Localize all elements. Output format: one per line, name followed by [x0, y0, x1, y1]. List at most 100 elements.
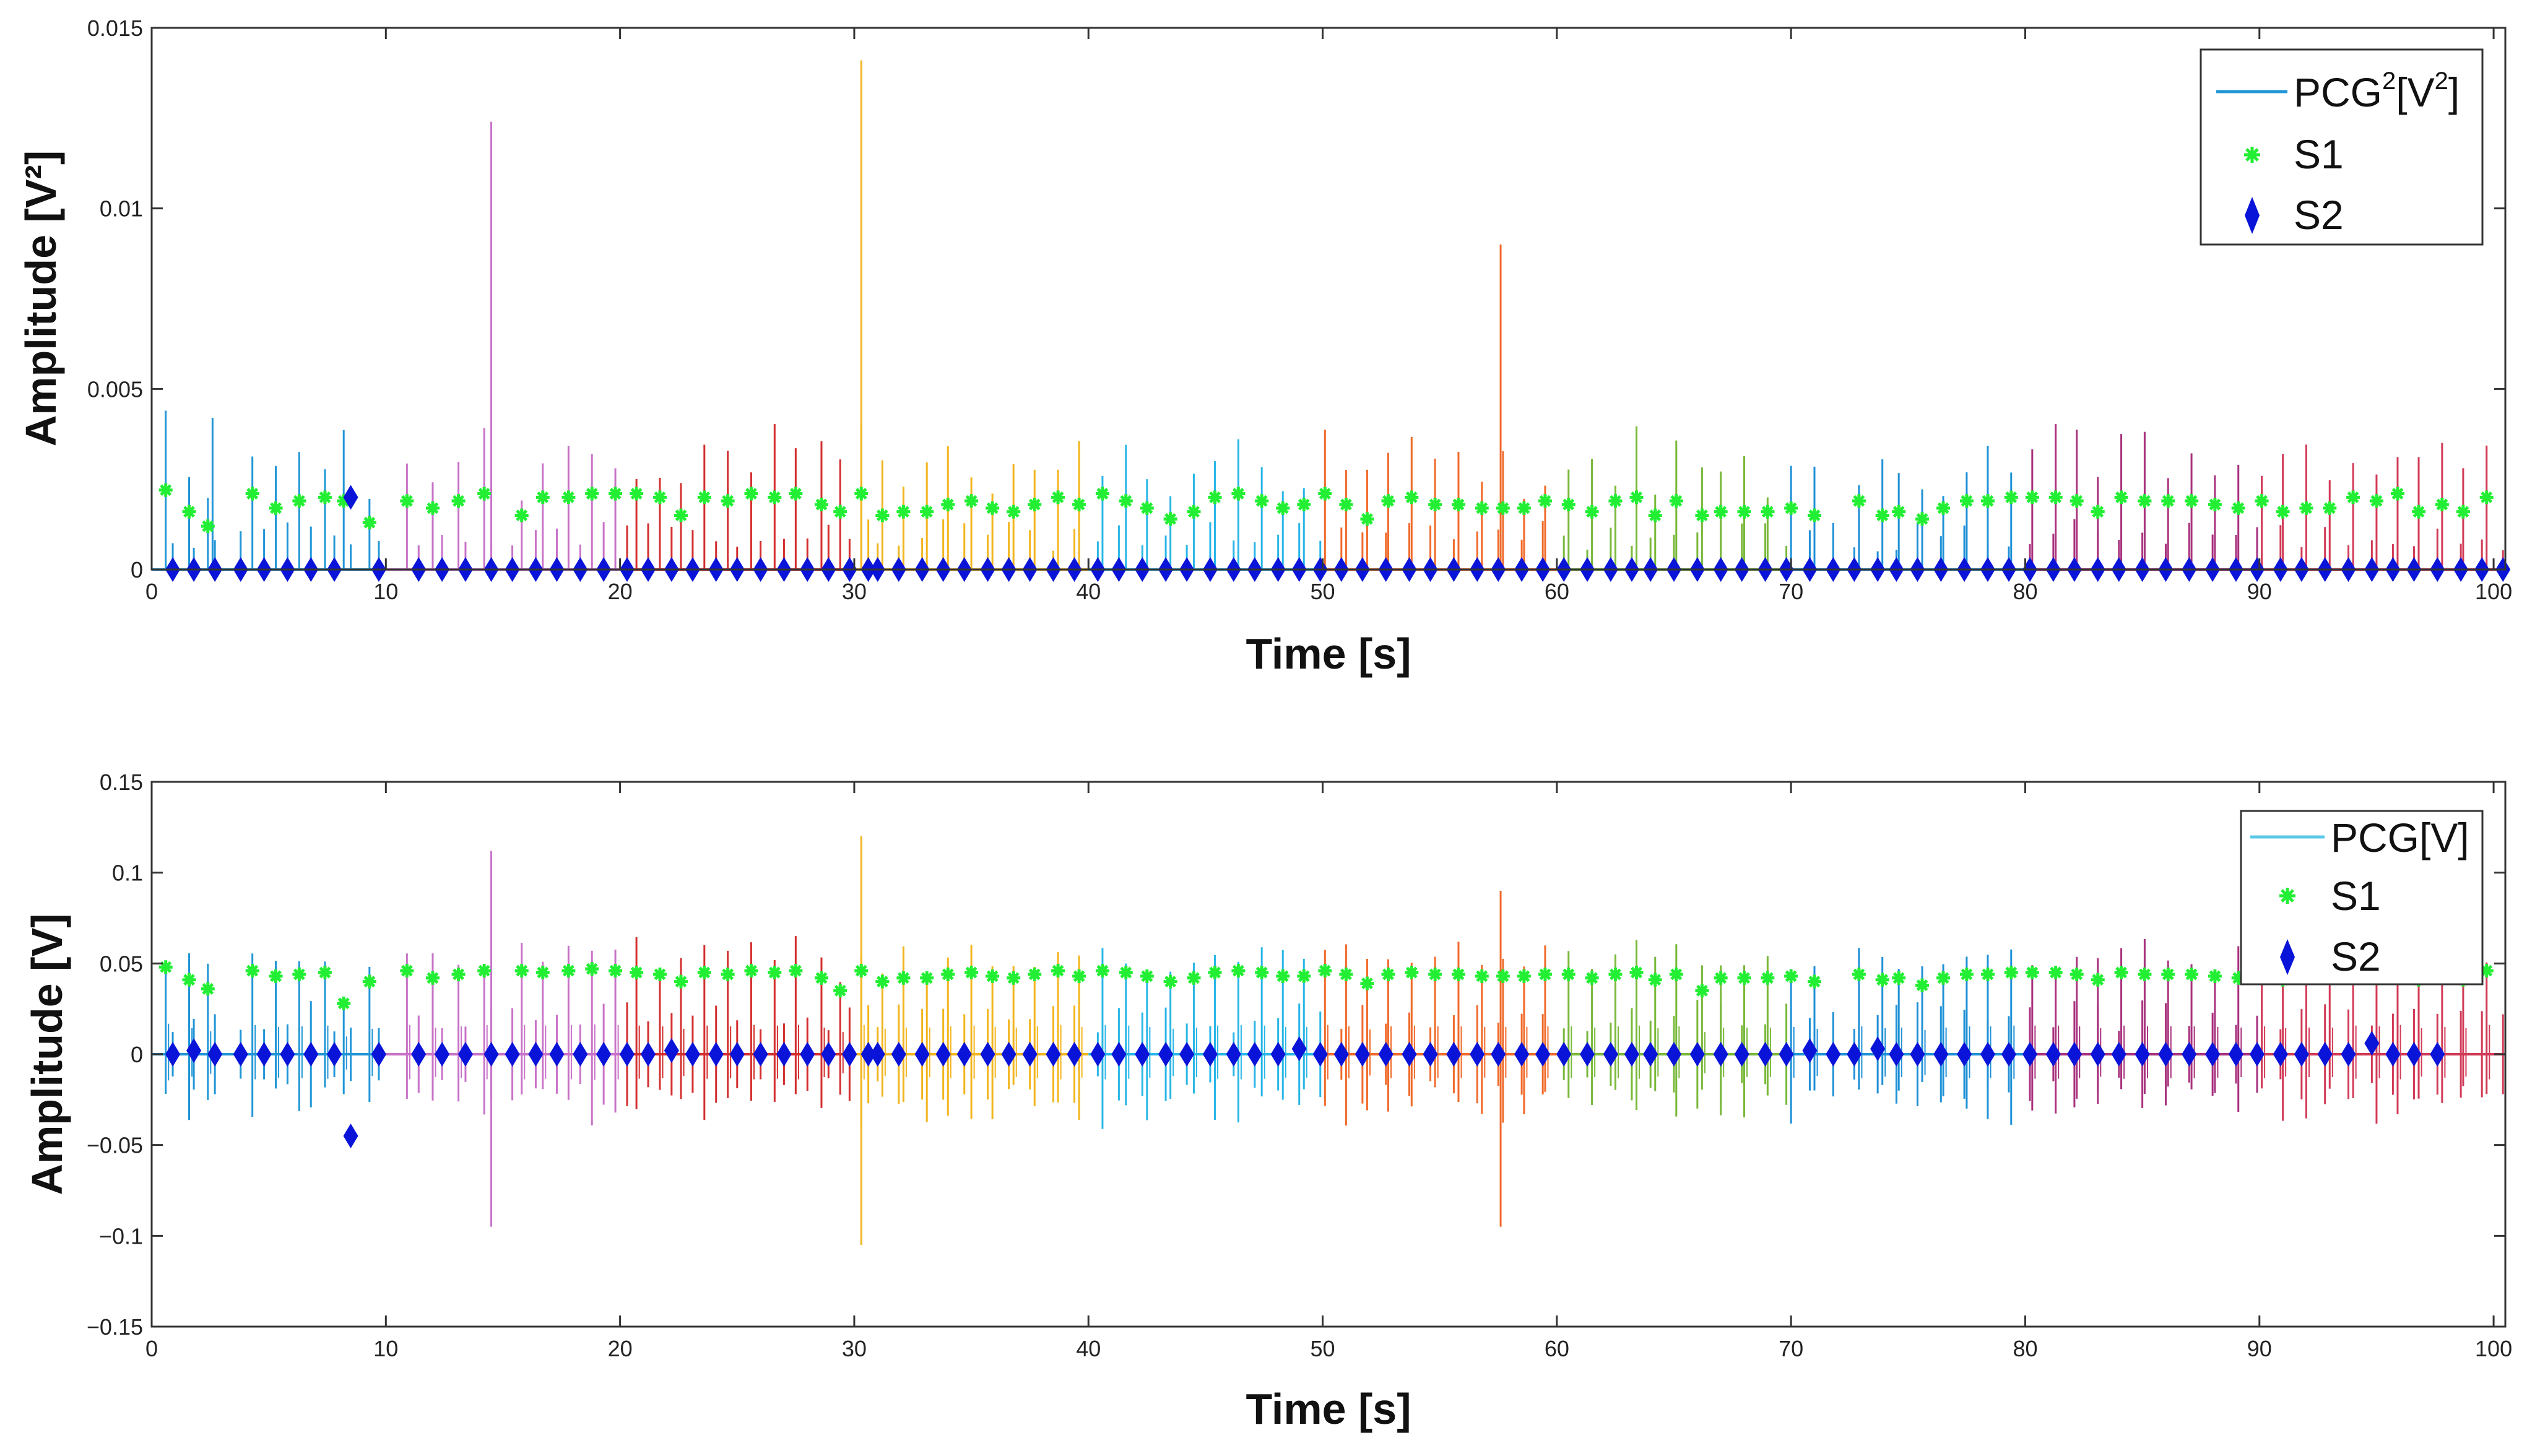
bottom-x-tick-label: 30 [842, 1336, 867, 1361]
top-s1-point [2299, 501, 2313, 515]
top-legend-asterisk-icon [2244, 147, 2260, 163]
bottom-s1-point [245, 964, 259, 978]
bottom-s2-point [1933, 1042, 1949, 1067]
bottom-x-tick-label: 10 [373, 1336, 398, 1361]
top-s1-point [1051, 490, 1065, 505]
bottom-x-tick-label: 40 [1076, 1336, 1101, 1361]
bottom-s1-point [789, 964, 803, 978]
bottom-s1-point [1959, 967, 1974, 981]
bottom-s1-point [1807, 974, 1821, 989]
bottom-s2-point [1423, 1042, 1438, 1067]
bottom-s2-point [186, 1038, 202, 1064]
top-s1-point [2138, 494, 2152, 508]
top-y-tick-label: 0.005 [87, 376, 143, 402]
bottom-s2-point [2111, 1042, 2126, 1067]
bottom-s2-point [708, 1042, 724, 1067]
bottom-s2-point [207, 1042, 223, 1067]
top-s1-point [1714, 505, 1728, 519]
top-s1-point [2456, 505, 2470, 519]
top-s1-point [1807, 508, 1821, 522]
bottom-s2-point [1402, 1042, 1417, 1067]
bottom-s2-point [2273, 1042, 2288, 1067]
top-s1-point [652, 490, 667, 505]
bottom-s2-point [1713, 1042, 1728, 1067]
top-s1-point [1538, 494, 1552, 508]
top-s1-point [201, 519, 215, 533]
top-s1-point [561, 490, 576, 505]
bottom-s2-point [1158, 1042, 1174, 1067]
bottom-s2-point [1643, 1042, 1658, 1067]
top-s1-point [1892, 505, 1906, 519]
bottom-s2-point [870, 1042, 885, 1067]
bottom-s2-point [891, 1042, 906, 1067]
bottom-s1-point [1629, 966, 1644, 979]
bottom-s1-point [1475, 969, 1489, 983]
bottom-s1-point [630, 966, 644, 979]
bottom-s2-point [2294, 1042, 2309, 1067]
top-x-tick-label: 80 [2013, 579, 2037, 604]
top-s1-point [1915, 512, 1930, 526]
top-s1-point [1784, 501, 1798, 515]
bottom-s1-point [652, 967, 667, 981]
bottom-s1-point [2208, 969, 2222, 983]
top-s1-point [2004, 490, 2018, 505]
bottom-s1-point [609, 964, 623, 978]
bottom-s2-point [1980, 1042, 1995, 1067]
bottom-x-tick-label: 90 [2247, 1336, 2272, 1361]
top-y-tick-label: 0.01 [100, 196, 143, 222]
bottom-s1-point [1714, 971, 1728, 985]
top-x-tick-label: 10 [373, 579, 398, 604]
bottom-legend: PCG[V] S1 S2 [2240, 810, 2484, 986]
bottom-s2-point [2066, 1042, 2082, 1067]
top-s1-point [362, 516, 376, 530]
top-s1-point [318, 490, 332, 505]
bottom-s2-point [596, 1042, 612, 1067]
bottom-s1-point [337, 996, 351, 1010]
bottom-s1-point [941, 967, 955, 981]
bottom-s1-point [1095, 964, 1109, 978]
bottom-s1-point [896, 971, 911, 985]
bottom-s1-point [920, 971, 934, 985]
bottom-s1-point [1980, 967, 1995, 981]
bottom-s2-point [1247, 1042, 1262, 1067]
bottom-s1-point [833, 984, 847, 998]
bottom-y-tick-label: 0 [131, 1042, 143, 1067]
top-s1-point [1072, 498, 1086, 511]
bottom-s1-point [1761, 971, 1775, 985]
bottom-s2-point [619, 1042, 635, 1067]
bottom-s2-point [1270, 1042, 1286, 1067]
bottom-s1-point [1231, 964, 1246, 978]
bottom-legend-asterisk-icon [2279, 888, 2295, 904]
top-s1-point [1276, 501, 1290, 515]
bottom-s2-point [2364, 1031, 2380, 1056]
top-s1-point [292, 494, 306, 508]
bottom-s2-point [2182, 1042, 2197, 1067]
bottom-s1-point [535, 966, 550, 979]
top-s1-point [789, 487, 803, 501]
bottom-s2-markers [165, 1031, 2445, 1148]
bottom-s2-point [729, 1042, 745, 1067]
bottom-x-tick-label: 60 [1545, 1336, 1569, 1361]
bottom-s1-point [1585, 971, 1599, 985]
bottom-s1-point [697, 966, 711, 979]
top-legend-label-pcg2: PCG2[V2] [2294, 67, 2460, 115]
bottom-x-tick-label: 0 [145, 1336, 158, 1361]
top-s1-point [477, 487, 492, 501]
bottom-s1-point [1892, 971, 1906, 985]
bottom-s1-point [1051, 964, 1065, 978]
bottom-s1-point [2048, 966, 2063, 979]
top-legend-label-s2: S2 [2294, 192, 2344, 238]
bottom-s1-point [182, 973, 196, 987]
bottom-s2-point [528, 1042, 544, 1067]
bottom-s2-point [2430, 1042, 2445, 1067]
bottom-s1-point [1561, 967, 1576, 981]
bottom-y-tick-label: −0.15 [87, 1314, 143, 1340]
bottom-s2-point [1355, 1042, 1370, 1067]
bottom-s2-point [1046, 1042, 1061, 1067]
bottom-s2-point [1378, 1042, 1394, 1067]
top-s1-point [1231, 487, 1246, 501]
bottom-s1-point [1695, 984, 1709, 998]
top-s1-point [833, 505, 847, 519]
bottom-y-axis-ticks: −0.15 −0.1 −0.05 0 0.05 0.1 0.15 [87, 769, 2505, 1340]
top-s1-point [1095, 487, 1109, 501]
